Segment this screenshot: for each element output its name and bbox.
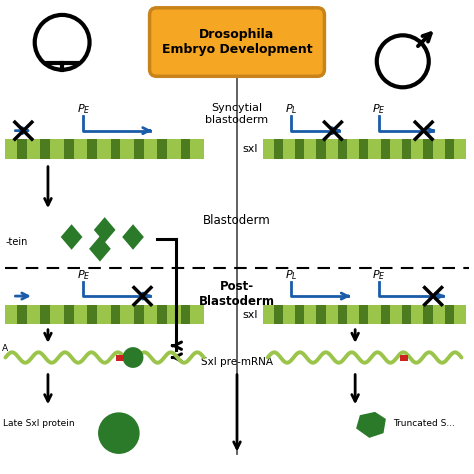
Bar [5,139,204,159]
Circle shape [123,347,144,368]
Bar [40,139,50,159]
Text: Late Sxl protein: Late Sxl protein [3,419,75,428]
FancyBboxPatch shape [150,8,324,76]
Bar [423,139,432,159]
Text: $P_E$: $P_E$ [372,103,385,117]
Text: Truncated S...: Truncated S... [393,419,455,428]
Bar [17,305,27,324]
Bar [445,305,454,324]
Bar [181,139,191,159]
Bar [117,355,124,361]
Polygon shape [89,236,111,262]
Text: Syncytial
blastoderm: Syncytial blastoderm [205,103,269,125]
Bar [263,139,466,159]
Bar [359,139,368,159]
Bar [423,305,432,324]
Bar [338,305,347,324]
Bar [317,305,326,324]
Bar [40,305,50,324]
Text: $P_E$: $P_E$ [372,268,385,282]
Bar [359,305,368,324]
Bar [295,305,304,324]
Text: $P_L$: $P_L$ [285,103,298,117]
Text: sxl: sxl [243,310,258,319]
Bar [381,139,390,159]
Bar [64,139,74,159]
Text: $P_E$: $P_E$ [77,268,90,282]
Circle shape [98,412,140,454]
Bar [110,139,120,159]
Bar [181,305,191,324]
Bar [402,305,411,324]
Bar [157,139,167,159]
Polygon shape [122,224,144,250]
Bar [402,139,411,159]
Bar [5,305,204,324]
Text: sxl: sxl [243,144,258,154]
Bar [87,139,97,159]
Bar [273,139,283,159]
Bar [295,139,304,159]
Text: Sxl pre-mRNA: Sxl pre-mRNA [201,357,273,367]
Text: $P_E$: $P_E$ [77,103,90,117]
Bar [87,305,97,324]
Bar [273,305,283,324]
Bar [134,305,144,324]
Text: -tein: -tein [5,237,28,247]
Bar [134,139,144,159]
Polygon shape [94,217,116,243]
Bar [400,355,408,361]
Bar [338,139,347,159]
Bar [157,305,167,324]
Polygon shape [61,224,82,250]
Bar [110,305,120,324]
Text: Post-
Blastoderm: Post- Blastoderm [199,280,275,308]
Bar [445,139,454,159]
Bar [263,305,466,324]
Bar [17,139,27,159]
Bar [381,305,390,324]
Text: A: A [1,344,8,353]
Text: $P_L$: $P_L$ [285,268,298,282]
Bar [64,305,74,324]
Polygon shape [356,412,386,438]
Text: Drosophila
Embryo Development: Drosophila Embryo Development [162,28,312,56]
Text: Blastoderm: Blastoderm [203,214,271,227]
Bar [317,139,326,159]
